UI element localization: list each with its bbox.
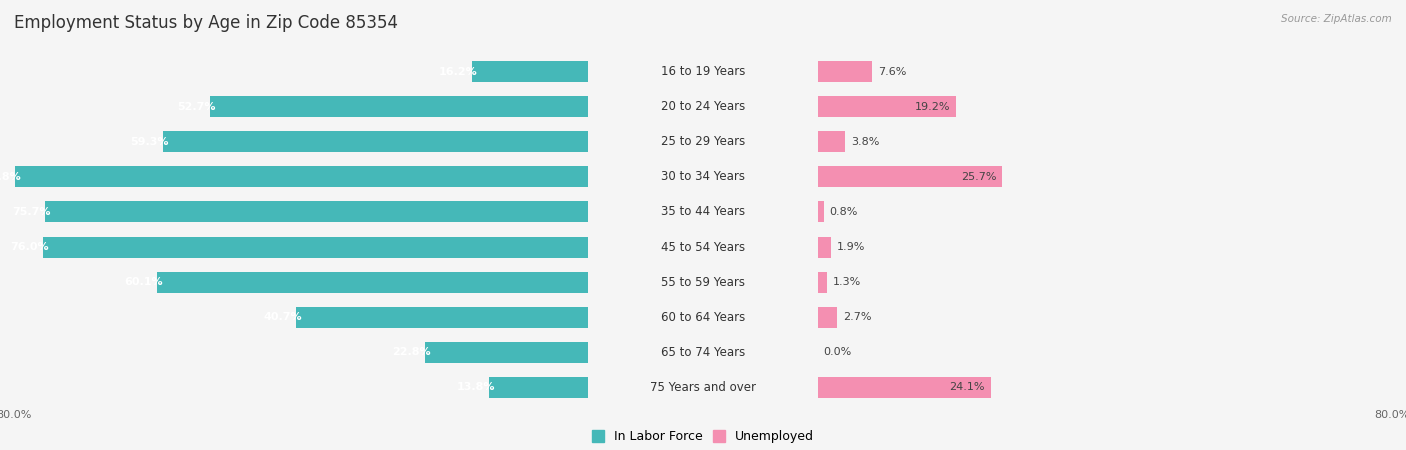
Text: 25.7%: 25.7%: [962, 172, 997, 182]
Text: 13.8%: 13.8%: [457, 382, 495, 392]
Bar: [489, 377, 588, 398]
Text: 0.0%: 0.0%: [824, 347, 852, 357]
Text: 75 Years and over: 75 Years and over: [650, 381, 756, 394]
Bar: [818, 166, 1002, 187]
Bar: [0, 89, 588, 124]
Bar: [163, 131, 588, 152]
Text: Employment Status by Age in Zip Code 85354: Employment Status by Age in Zip Code 853…: [14, 14, 398, 32]
Bar: [45, 202, 588, 222]
Bar: [0, 370, 818, 405]
Text: 60 to 64 Years: 60 to 64 Years: [661, 311, 745, 324]
Text: 65 to 74 Years: 65 to 74 Years: [661, 346, 745, 359]
Bar: [297, 307, 588, 328]
Bar: [0, 335, 818, 370]
Bar: [42, 237, 588, 257]
Bar: [818, 131, 845, 152]
Bar: [0, 194, 588, 230]
Text: 35 to 44 Years: 35 to 44 Years: [661, 206, 745, 218]
Bar: [818, 202, 824, 222]
Bar: [0, 230, 588, 265]
Text: 79.8%: 79.8%: [0, 172, 21, 182]
Bar: [588, 54, 1406, 89]
Text: 30 to 34 Years: 30 to 34 Years: [661, 171, 745, 183]
Text: 0.8%: 0.8%: [830, 207, 858, 217]
Bar: [0, 124, 588, 159]
Bar: [818, 272, 827, 292]
Text: 22.8%: 22.8%: [392, 347, 430, 357]
Bar: [0, 89, 818, 124]
Bar: [15, 166, 588, 187]
Text: 52.7%: 52.7%: [177, 102, 215, 112]
Bar: [588, 124, 1406, 159]
Text: 2.7%: 2.7%: [844, 312, 872, 322]
Bar: [0, 370, 588, 405]
Text: 20 to 24 Years: 20 to 24 Years: [661, 100, 745, 113]
Bar: [588, 300, 1406, 335]
Legend: In Labor Force, Unemployed: In Labor Force, Unemployed: [586, 425, 820, 448]
Bar: [818, 307, 837, 328]
Text: 40.7%: 40.7%: [263, 312, 302, 322]
Bar: [472, 61, 588, 82]
Text: 60.1%: 60.1%: [124, 277, 163, 287]
Text: Source: ZipAtlas.com: Source: ZipAtlas.com: [1281, 14, 1392, 23]
Bar: [0, 300, 588, 335]
Bar: [0, 54, 588, 89]
Bar: [818, 96, 956, 117]
Bar: [588, 159, 1406, 194]
Bar: [0, 159, 588, 194]
Bar: [588, 194, 1406, 230]
Bar: [209, 96, 588, 117]
Text: 45 to 54 Years: 45 to 54 Years: [661, 241, 745, 253]
Bar: [818, 377, 991, 398]
Bar: [157, 272, 588, 292]
Bar: [0, 265, 818, 300]
Bar: [0, 159, 818, 194]
Bar: [588, 89, 1406, 124]
Text: 76.0%: 76.0%: [10, 242, 48, 252]
Text: 19.2%: 19.2%: [914, 102, 950, 112]
Bar: [0, 230, 818, 265]
Text: 1.3%: 1.3%: [832, 277, 860, 287]
Bar: [588, 265, 1406, 300]
Text: 1.9%: 1.9%: [837, 242, 866, 252]
Text: 3.8%: 3.8%: [851, 137, 879, 147]
Bar: [0, 124, 818, 159]
Bar: [425, 342, 588, 363]
Bar: [588, 335, 1406, 370]
Bar: [0, 265, 588, 300]
Bar: [0, 54, 818, 89]
Bar: [588, 370, 1406, 405]
Text: 75.7%: 75.7%: [13, 207, 51, 217]
Bar: [0, 335, 588, 370]
Bar: [818, 61, 872, 82]
Text: 24.1%: 24.1%: [949, 382, 986, 392]
Bar: [588, 230, 1406, 265]
Text: 59.3%: 59.3%: [129, 137, 169, 147]
Text: 16.2%: 16.2%: [439, 67, 478, 76]
Text: 55 to 59 Years: 55 to 59 Years: [661, 276, 745, 288]
Bar: [0, 194, 818, 230]
Text: 7.6%: 7.6%: [879, 67, 907, 76]
Bar: [0, 300, 818, 335]
Text: 25 to 29 Years: 25 to 29 Years: [661, 135, 745, 148]
Text: 16 to 19 Years: 16 to 19 Years: [661, 65, 745, 78]
Bar: [818, 237, 831, 257]
